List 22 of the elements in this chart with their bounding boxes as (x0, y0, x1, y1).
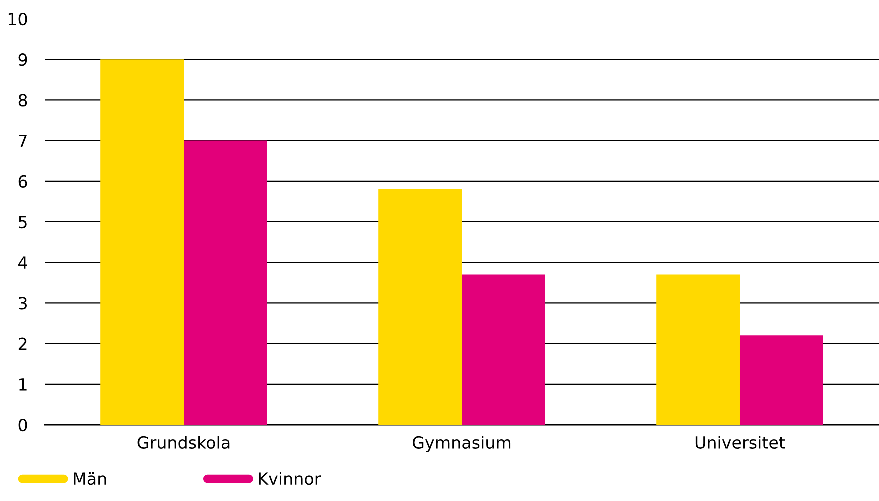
y-tick-label: 7 (19, 134, 27, 148)
legend-label: Män (74, 472, 106, 486)
bar (378, 190, 462, 425)
y-tick-label: 6 (18, 175, 28, 188)
y-tick-label: 10 (8, 12, 28, 26)
y-tick-label: 9 (18, 54, 28, 66)
bar (100, 60, 184, 425)
bar (656, 274, 740, 425)
y-tick-label: 2 (18, 338, 27, 350)
x-tick-label: Grundskola (138, 436, 230, 450)
bar (740, 336, 824, 425)
y-tick-label: 1 (20, 378, 27, 391)
y-tick-label: 5 (19, 216, 27, 229)
y-tick-label: 4 (18, 256, 28, 269)
y-tick-label: 3 (19, 297, 27, 310)
y-tick-label: 0 (18, 418, 28, 432)
legend-label: Kvinnor (259, 472, 322, 486)
x-tick-label: Gymnasium (412, 436, 511, 452)
bar (184, 140, 268, 425)
y-tick-label: 8 (18, 94, 28, 107)
x-tick-label: Universitet (696, 436, 786, 450)
bar (462, 274, 546, 425)
